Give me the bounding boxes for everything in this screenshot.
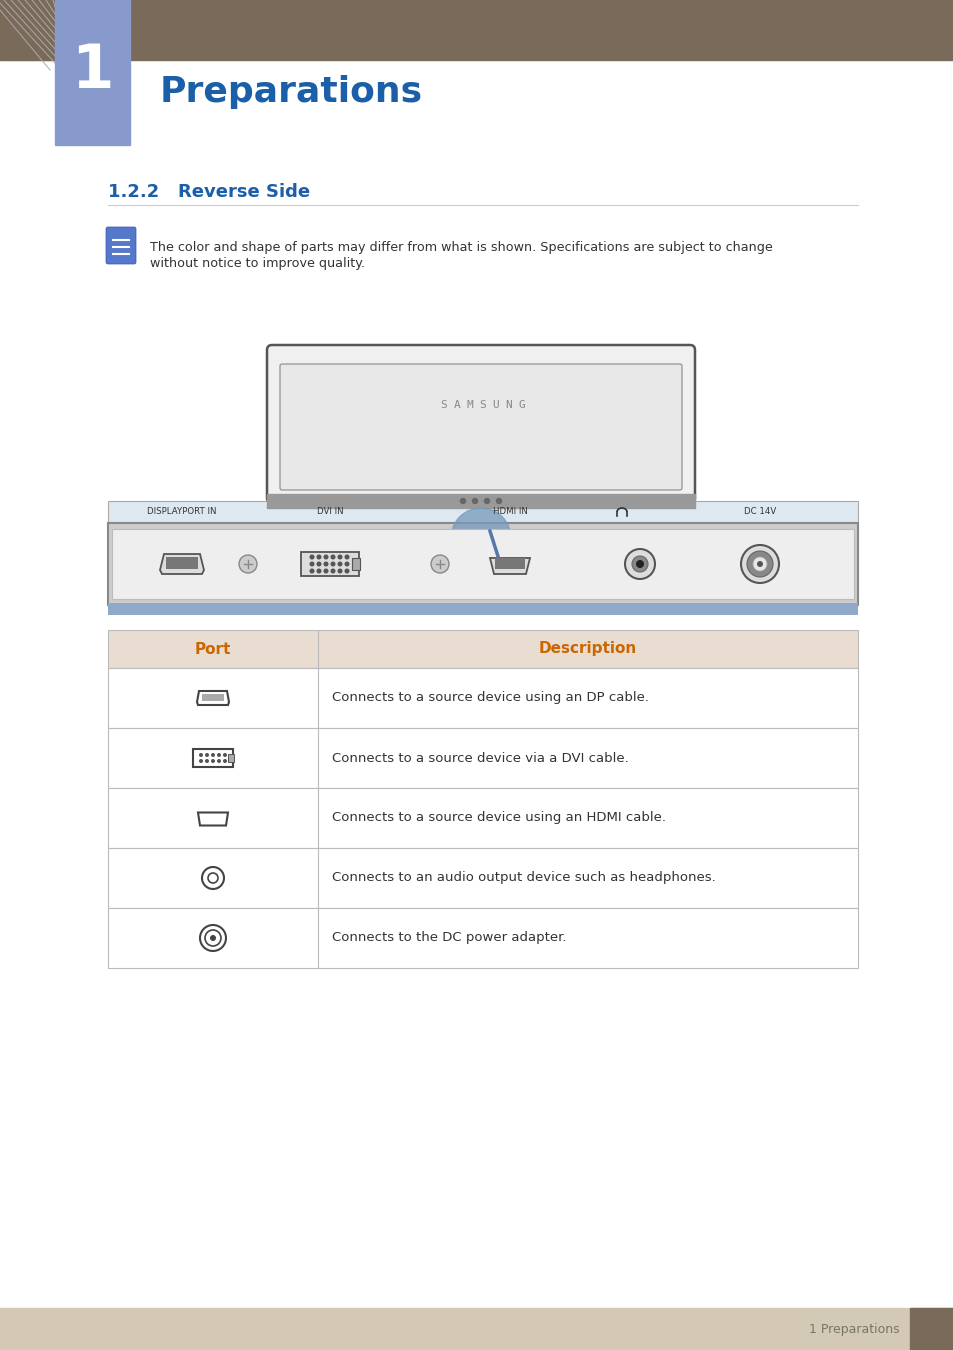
Text: U: U bbox=[492, 400, 498, 410]
Text: HDMI IN: HDMI IN bbox=[492, 508, 527, 517]
Circle shape bbox=[217, 760, 220, 763]
Circle shape bbox=[338, 570, 341, 572]
Text: N: N bbox=[505, 400, 512, 410]
Text: Port: Port bbox=[194, 641, 231, 656]
Bar bbox=[909, 1308, 953, 1350]
Circle shape bbox=[324, 555, 328, 559]
Bar bbox=[166, 558, 198, 568]
Bar bbox=[352, 558, 359, 570]
Circle shape bbox=[210, 936, 215, 941]
Circle shape bbox=[460, 498, 465, 504]
Bar bbox=[108, 603, 857, 616]
Circle shape bbox=[624, 549, 655, 579]
Circle shape bbox=[752, 558, 766, 571]
Circle shape bbox=[212, 753, 214, 756]
Bar bbox=[228, 755, 233, 761]
Circle shape bbox=[331, 570, 335, 572]
Circle shape bbox=[206, 753, 208, 756]
Circle shape bbox=[212, 760, 214, 763]
Circle shape bbox=[206, 760, 208, 763]
Circle shape bbox=[310, 562, 314, 566]
Text: without notice to improve quality.: without notice to improve quality. bbox=[150, 258, 365, 270]
Circle shape bbox=[338, 562, 341, 566]
Polygon shape bbox=[160, 554, 204, 574]
Circle shape bbox=[310, 555, 314, 559]
Text: Connects to an audio output device such as headphones.: Connects to an audio output device such … bbox=[332, 872, 715, 884]
Bar bbox=[0, 0, 953, 59]
Text: 1: 1 bbox=[71, 42, 113, 101]
Text: Description: Description bbox=[538, 641, 637, 656]
Text: DISPLAYPORT IN: DISPLAYPORT IN bbox=[147, 508, 216, 517]
Bar bbox=[55, 0, 130, 144]
Text: 1 Preparations: 1 Preparations bbox=[808, 1323, 899, 1335]
Circle shape bbox=[345, 555, 349, 559]
Circle shape bbox=[636, 560, 643, 568]
Bar bbox=[112, 529, 853, 599]
Text: M: M bbox=[466, 400, 473, 410]
Text: Connects to a source device via a DVI cable.: Connects to a source device via a DVI ca… bbox=[332, 752, 628, 764]
Circle shape bbox=[310, 570, 314, 572]
Circle shape bbox=[199, 760, 202, 763]
Bar bbox=[108, 668, 857, 728]
Bar bbox=[495, 558, 524, 568]
Text: 1.2.2   Reverse Side: 1.2.2 Reverse Side bbox=[108, 184, 310, 201]
Bar bbox=[108, 728, 857, 788]
Text: Connects to a source device using an DP cable.: Connects to a source device using an DP … bbox=[332, 691, 648, 705]
Circle shape bbox=[331, 555, 335, 559]
FancyBboxPatch shape bbox=[280, 364, 681, 490]
Circle shape bbox=[239, 555, 256, 572]
Circle shape bbox=[324, 562, 328, 566]
Bar bbox=[108, 630, 857, 668]
Circle shape bbox=[431, 555, 449, 572]
Circle shape bbox=[223, 753, 226, 756]
Circle shape bbox=[746, 551, 772, 576]
Circle shape bbox=[316, 562, 320, 566]
Text: G: G bbox=[518, 400, 525, 410]
Circle shape bbox=[331, 562, 335, 566]
Text: DVI IN: DVI IN bbox=[316, 508, 343, 517]
Circle shape bbox=[451, 508, 511, 568]
Bar bbox=[0, 1308, 953, 1350]
FancyBboxPatch shape bbox=[267, 346, 695, 504]
Bar bbox=[108, 522, 857, 605]
Circle shape bbox=[316, 570, 320, 572]
Text: S: S bbox=[440, 400, 447, 410]
Text: Connects to the DC power adapter.: Connects to the DC power adapter. bbox=[332, 931, 566, 945]
Circle shape bbox=[345, 570, 349, 572]
Circle shape bbox=[338, 555, 341, 559]
Text: The color and shape of parts may differ from what is shown. Specifications are s: The color and shape of parts may differ … bbox=[150, 240, 772, 254]
Circle shape bbox=[316, 555, 320, 559]
Text: S: S bbox=[479, 400, 486, 410]
Bar bbox=[202, 694, 224, 701]
Circle shape bbox=[217, 753, 220, 756]
Bar bbox=[108, 501, 857, 522]
Bar bbox=[108, 848, 857, 909]
Text: A: A bbox=[453, 400, 459, 410]
Bar bbox=[0, 0, 55, 59]
Bar bbox=[301, 552, 358, 576]
Bar bbox=[193, 749, 233, 767]
Bar bbox=[431, 508, 531, 525]
Circle shape bbox=[223, 760, 226, 763]
Circle shape bbox=[199, 753, 202, 756]
Circle shape bbox=[324, 570, 328, 572]
Polygon shape bbox=[490, 558, 530, 574]
Text: Preparations: Preparations bbox=[160, 76, 423, 109]
Bar bbox=[108, 909, 857, 968]
Text: Connects to a source device using an HDMI cable.: Connects to a source device using an HDM… bbox=[332, 811, 665, 825]
Circle shape bbox=[631, 556, 647, 572]
FancyBboxPatch shape bbox=[106, 227, 136, 265]
Circle shape bbox=[740, 545, 779, 583]
Circle shape bbox=[757, 562, 762, 567]
Text: DC 14V: DC 14V bbox=[743, 508, 776, 517]
Bar bbox=[267, 494, 695, 508]
Circle shape bbox=[345, 562, 349, 566]
Circle shape bbox=[484, 498, 489, 504]
Circle shape bbox=[472, 498, 477, 504]
Bar bbox=[108, 788, 857, 848]
Circle shape bbox=[496, 498, 501, 504]
